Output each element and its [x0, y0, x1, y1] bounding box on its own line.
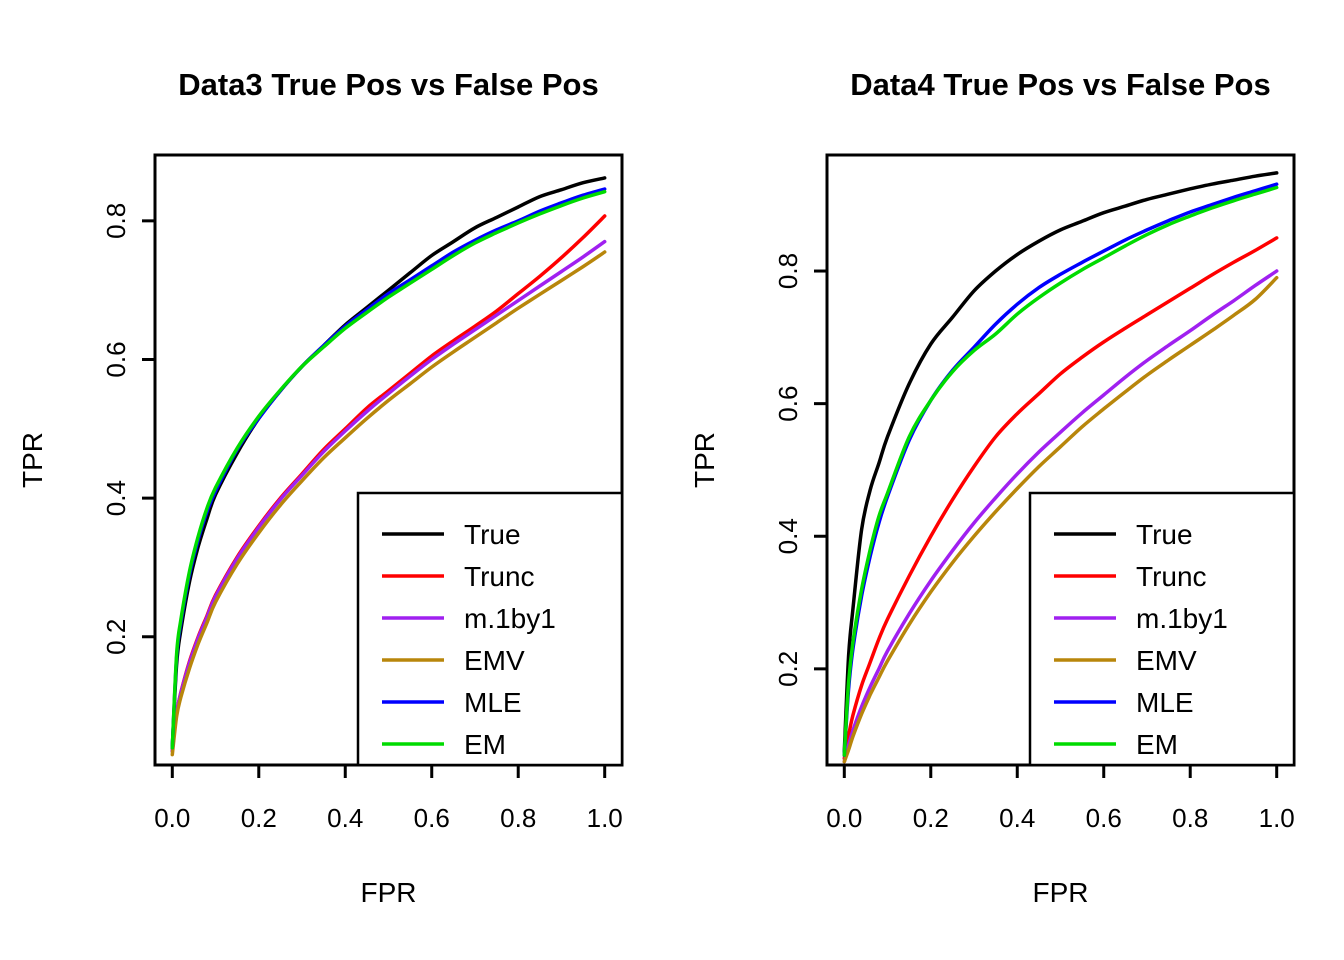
x-tick-label: 0.0	[826, 803, 862, 833]
panel-title: Data4 True Pos vs False Pos	[850, 67, 1270, 102]
series-group	[170, 176, 607, 757]
panel-data4-plot: Data4 True Pos vs False Pos 0.0 0.2 0.4 0.6 0…	[689, 67, 1296, 908]
legend: True Trunc m.1by1 EMV MLE EM	[356, 491, 624, 767]
series-line-Trunc	[842, 236, 1279, 761]
x-tick-label: 1.0	[587, 803, 623, 833]
x-tick-label: 0.4	[999, 803, 1035, 833]
series-line-EM	[842, 185, 1279, 757]
legend-item-label: EMV	[1136, 645, 1197, 676]
series-line-EMV	[170, 250, 607, 757]
y-tick-label: 0.2	[101, 619, 131, 655]
legend-item-label: Trunc	[1136, 561, 1207, 592]
y-tick-label: 0.4	[101, 480, 131, 516]
x-tick-label: 0.2	[241, 803, 277, 833]
x-tick-label: 0.2	[913, 803, 949, 833]
legend-item-label: EM	[464, 729, 506, 760]
series-line-m.1by1	[170, 239, 607, 753]
x-tick-label: 0.4	[327, 803, 363, 833]
x-tick-label: 0.6	[1086, 803, 1122, 833]
y-tick-label: 0.4	[773, 518, 803, 554]
legend-item-label: True	[464, 519, 521, 550]
legend: True Trunc m.1by1 EMV MLE EM	[1028, 491, 1296, 767]
legend-item-label: MLE	[1136, 687, 1194, 718]
x-axis-label: FPR	[1033, 877, 1089, 908]
legend-item-label: m.1by1	[464, 603, 556, 634]
x-tick-label: 1.0	[1259, 803, 1295, 833]
panel-title: Data3 True Pos vs False Pos	[178, 67, 598, 102]
y-tick-label: 0.8	[773, 253, 803, 289]
y-tick-label: 0.6	[101, 341, 131, 377]
legend-item-label: MLE	[464, 687, 522, 718]
y-axis-label: TPR	[17, 432, 48, 488]
x-axis-label: FPR	[361, 877, 417, 908]
series-line-True	[842, 171, 1279, 754]
legend-item-label: True	[1136, 519, 1193, 550]
legend-box	[356, 491, 624, 767]
series-group	[842, 171, 1279, 764]
series-line-m.1by1	[842, 269, 1279, 764]
legend-item-label: m.1by1	[1136, 603, 1228, 634]
x-tick-label: 0.8	[1172, 803, 1208, 833]
y-tick-label: 0.8	[101, 203, 131, 239]
x-tick-label: 0.8	[500, 803, 536, 833]
y-tick-label: 0.6	[773, 386, 803, 422]
legend-box	[1028, 491, 1296, 767]
legend-item-label: Trunc	[464, 561, 535, 592]
y-tick-label: 0.2	[773, 651, 803, 687]
series-line-EM	[170, 189, 607, 750]
legend-item-label: EM	[1136, 729, 1178, 760]
x-tick-label: 0.6	[414, 803, 450, 833]
panel-data3-plot: Data3 True Pos vs False Pos 0.0 0.2 0.4 0.6 0…	[17, 67, 624, 908]
x-tick-label: 0.0	[154, 803, 190, 833]
y-axis-label: TPR	[689, 432, 720, 488]
legend-item-label: EMV	[464, 645, 525, 676]
series-line-EMV	[842, 275, 1279, 764]
